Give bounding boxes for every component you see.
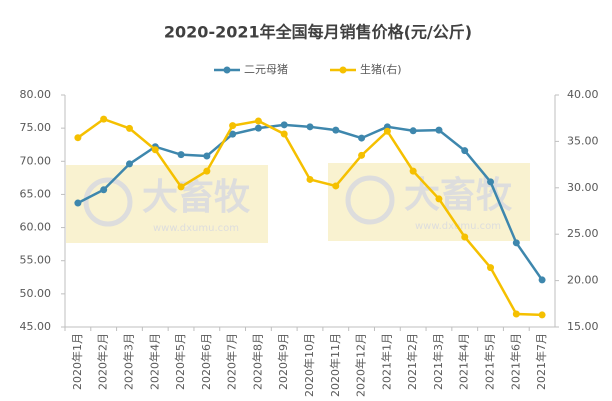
chart-title: 2020-2021年全国每月销售价格(元/公斤) [164, 23, 472, 42]
point [538, 311, 546, 319]
point [461, 233, 469, 241]
point [125, 160, 133, 168]
point [332, 126, 340, 134]
point [100, 186, 108, 194]
x-tick-label: 2020年5月 [173, 333, 187, 390]
point [306, 123, 314, 131]
point [229, 122, 237, 130]
watermark-box [328, 163, 530, 241]
point [538, 276, 546, 284]
point [409, 167, 417, 175]
y-tick-label: 55.00 [20, 254, 52, 267]
legend-marker [339, 66, 347, 74]
x-tick-label: 2020年8月 [250, 333, 264, 390]
point [254, 117, 262, 125]
x-tick-label: 2021年6月 [508, 333, 522, 390]
point [203, 152, 211, 160]
y-tick-label: 70.00 [20, 154, 52, 167]
watermark-text: 大畜牧 [142, 177, 251, 218]
x-tick-label: 2021年1月 [379, 333, 393, 390]
y2-tick-label: 25.00 [567, 227, 599, 240]
point [74, 199, 82, 207]
y-tick-label: 75.00 [20, 121, 52, 134]
y2-tick-label: 15.00 [567, 320, 599, 333]
point [306, 175, 314, 183]
x-tick-label: 2020年12月 [354, 333, 368, 397]
point [74, 134, 82, 142]
point [358, 134, 366, 142]
point [229, 130, 237, 138]
x-tick-label: 2021年5月 [483, 333, 497, 390]
point [332, 182, 340, 190]
x-tick-label: 2020年10月 [302, 333, 316, 397]
point [358, 151, 366, 159]
point [125, 124, 133, 132]
legend-label: 生猪(右) [360, 62, 402, 76]
y-tick-label: 60.00 [20, 221, 52, 234]
point [487, 178, 495, 186]
x-tick-label: 2020年3月 [121, 333, 135, 390]
point [177, 183, 185, 191]
y-tick-label: 45.00 [20, 320, 52, 333]
y-tick-label: 65.00 [20, 187, 52, 200]
point [409, 127, 417, 135]
y2-tick-label: 40.00 [567, 88, 599, 101]
watermark-logo [345, 175, 395, 225]
point [435, 126, 443, 134]
x-tick-label: 2020年9月 [276, 333, 290, 390]
x-tick-label: 2021年2月 [405, 333, 419, 390]
y2-tick-label: 20.00 [567, 274, 599, 287]
point [203, 167, 211, 175]
x-tick-label: 2021年3月 [431, 333, 445, 390]
point [254, 124, 262, 132]
x-tick-label: 2021年4月 [457, 333, 471, 390]
point [487, 264, 495, 272]
x-tick-label: 2020年6月 [199, 333, 213, 390]
x-tick-label: 2020年2月 [96, 333, 110, 390]
x-tick-label: 2020年1月 [70, 333, 84, 390]
point [435, 195, 443, 203]
x-tick-label: 2021年7月 [534, 333, 548, 390]
point [383, 127, 391, 135]
legend-marker [223, 66, 231, 74]
point [461, 147, 469, 155]
point [280, 121, 288, 129]
point [280, 130, 288, 138]
point [512, 239, 520, 247]
legend-label: 二元母猪 [244, 63, 288, 76]
x-tick-label: 2020年4月 [147, 333, 161, 390]
y2-tick-label: 30.00 [567, 181, 599, 194]
y2-tick-label: 35.00 [567, 134, 599, 147]
watermark-logo [83, 177, 133, 227]
point [512, 310, 520, 318]
point [100, 115, 108, 123]
y-tick-label: 50.00 [20, 287, 52, 300]
x-tick-label: 2020年11月 [328, 333, 342, 397]
x-tick-label: 2020年7月 [225, 333, 239, 390]
y-tick-label: 80.00 [20, 88, 52, 101]
point [177, 151, 185, 159]
point [151, 146, 159, 154]
watermark-box [66, 165, 268, 243]
watermark-url: www.dxumu.com [153, 223, 239, 234]
